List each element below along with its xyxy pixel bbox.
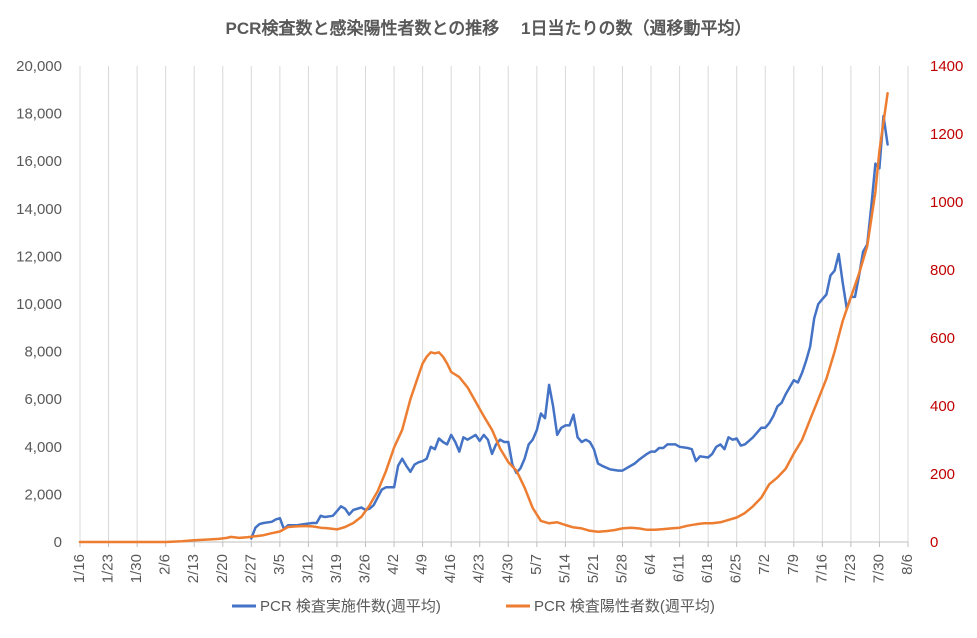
legend-label: PCR 検査陽性者数(週平均) [534, 598, 715, 615]
y-tick-label-right: 800 [930, 262, 955, 279]
x-tick-label: 2/6 [157, 554, 174, 575]
x-tick-label: 6/11 [671, 554, 688, 582]
axes: 1/16 1/23 1/30 2/6 2/13 2/20 2/27 3/5 3/12 3/19 3/… [16, 58, 963, 583]
x-tick-label: 4/9 [414, 554, 431, 575]
x-tick-label: 6/4 [642, 554, 659, 575]
x-tick-label: 4/16 [442, 554, 459, 583]
y-tick-label-left: 2,000 [24, 486, 62, 503]
y-tick-label-left: 12,000 [16, 248, 62, 265]
y-tick-label-right: 600 [930, 330, 955, 347]
x-tick-label: 3/5 [271, 554, 288, 575]
y-tick-label-left: 8,000 [24, 344, 62, 361]
x-tick-label: 1/16 [71, 554, 88, 583]
y-tick-label-left: 18,000 [16, 106, 62, 123]
y-tick-label-left: 14,000 [16, 201, 62, 218]
x-tick-label: 8/6 [899, 554, 916, 575]
y-tick-label-right: 0 [930, 534, 938, 551]
series-line-pcr-tests [250, 114, 889, 540]
x-tick-label: 6/25 [728, 554, 745, 583]
x-tick-label: 5/14 [556, 554, 573, 583]
x-tick-label: 7/9 [785, 554, 802, 575]
y-tick-label-right: 1400 [930, 58, 963, 75]
x-tick-label: 4/23 [471, 554, 488, 583]
x-tick-label: 5/28 [613, 554, 630, 583]
x-tick-label: 7/30 [870, 554, 887, 583]
x-tick-label: 4/2 [385, 554, 402, 575]
x-tick-label: 1/30 [128, 554, 145, 583]
y-tick-label-left: 20,000 [16, 58, 62, 75]
series-line-pcr-positives [78, 91, 889, 544]
x-tick-label: 1/23 [100, 554, 117, 583]
y-tick-label-left: 4,000 [24, 439, 62, 456]
legend-label: PCR 検査実施件数(週平均) [260, 598, 441, 615]
y-tick-label-right: 200 [930, 466, 955, 483]
y-tick-label-right: 1200 [930, 126, 963, 143]
legend: PCR 検査実施件数(週平均) PCR 検査陽性者数(週平均) [232, 598, 715, 615]
y-tick-label-left: 6,000 [24, 391, 62, 408]
series-lines [78, 91, 889, 544]
x-tick-label: 6/18 [699, 554, 716, 583]
x-tick-label: 4/30 [499, 554, 516, 583]
x-tick-label: 3/12 [299, 554, 316, 583]
y-tick-label-left: 10,000 [16, 296, 62, 313]
x-tick-label: 7/23 [842, 554, 859, 583]
x-tick-label: 2/27 [242, 554, 259, 583]
y-tick-label-left: 16,000 [16, 153, 62, 170]
x-tick-label: 2/13 [185, 554, 202, 583]
x-tick-label: 7/16 [813, 554, 830, 583]
x-tick-label: 3/26 [357, 554, 374, 583]
y-tick-label-left: 0 [54, 534, 62, 551]
x-tick-label: 5/21 [585, 554, 602, 583]
x-tick-label: 5/7 [528, 554, 545, 575]
x-tick-label: 3/19 [328, 554, 345, 583]
y-tick-label-right: 1000 [930, 194, 963, 211]
y-tick-label-right: 400 [930, 398, 955, 415]
chart-title: PCR検査数と感染陽性者数との推移 1日当たりの数（週移動平均） [225, 19, 752, 38]
x-tick-label: 2/20 [214, 554, 231, 583]
x-tick-label: 7/2 [756, 554, 773, 575]
